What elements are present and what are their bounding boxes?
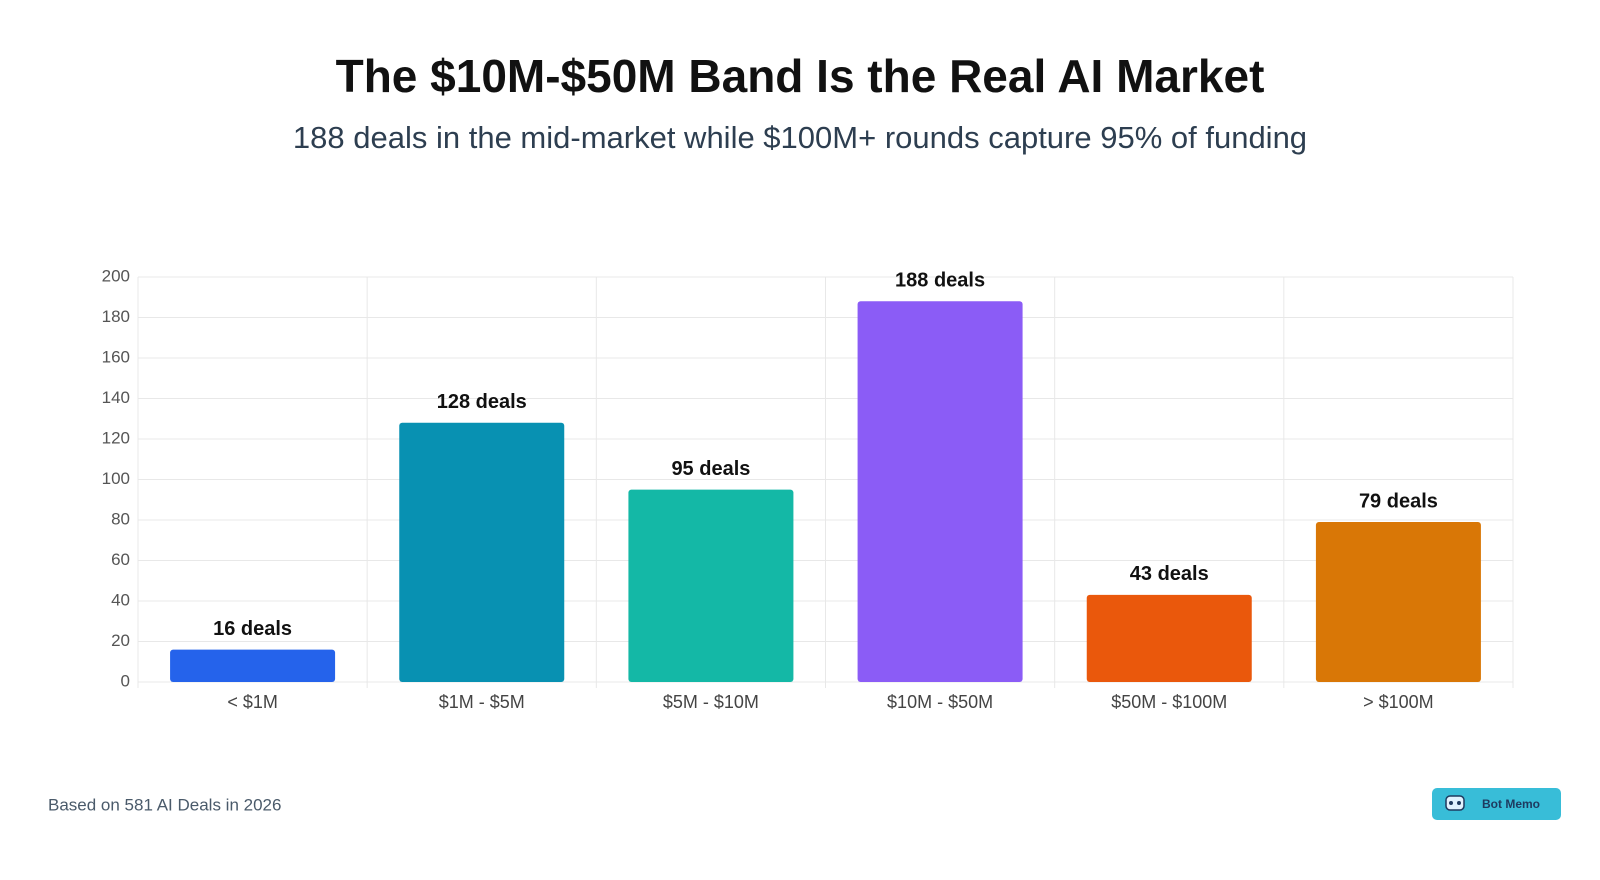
robot-eye bbox=[1457, 801, 1461, 805]
x-tick-label: < $1M bbox=[227, 692, 278, 712]
robot-icon bbox=[1445, 795, 1465, 811]
bar bbox=[628, 489, 794, 682]
x-tick-label: > $100M bbox=[1363, 692, 1434, 712]
data-label: 188 deals bbox=[895, 270, 985, 292]
chart-subtitle: 188 deals in the mid-market while $100M+… bbox=[293, 120, 1307, 155]
x-tick-label: $50M - $100M bbox=[1111, 692, 1227, 712]
badge-bg bbox=[1432, 788, 1561, 820]
chart-title: The $10M-$50M Band Is the Real AI Market bbox=[336, 50, 1265, 102]
x-tick-label: $10M - $50M bbox=[887, 692, 993, 712]
y-tick-label: 0 bbox=[121, 671, 130, 690]
y-tick-label: 200 bbox=[102, 266, 130, 285]
data-label: 16 deals bbox=[213, 618, 292, 640]
data-label: 43 deals bbox=[1130, 563, 1209, 585]
data-label: 95 deals bbox=[671, 458, 750, 480]
y-tick-label: 120 bbox=[102, 428, 130, 447]
y-tick-label: 20 bbox=[111, 631, 130, 650]
y-tick-label: 140 bbox=[102, 388, 130, 407]
y-tick-label: 160 bbox=[102, 347, 130, 366]
bar bbox=[1086, 594, 1252, 682]
y-tick-label: 60 bbox=[111, 550, 130, 569]
bar bbox=[1315, 522, 1481, 682]
y-tick-label: 80 bbox=[111, 509, 130, 528]
data-label: 79 deals bbox=[1359, 490, 1438, 512]
bar bbox=[170, 649, 336, 682]
x-tick-label: $5M - $10M bbox=[663, 692, 759, 712]
y-tick-label: 180 bbox=[102, 307, 130, 326]
source-note: Based on 581 AI Deals in 2026 bbox=[48, 795, 281, 814]
badge-text: Bot Memo bbox=[1482, 797, 1540, 811]
robot-eye bbox=[1449, 801, 1453, 805]
bar bbox=[399, 422, 565, 682]
x-tick-label: $1M - $5M bbox=[439, 692, 525, 712]
brand-badge: Bot Memo bbox=[1432, 788, 1561, 820]
y-tick-label: 100 bbox=[102, 469, 130, 488]
bar bbox=[857, 301, 1023, 682]
data-label: 128 deals bbox=[437, 391, 527, 413]
y-tick-label: 40 bbox=[111, 590, 130, 609]
